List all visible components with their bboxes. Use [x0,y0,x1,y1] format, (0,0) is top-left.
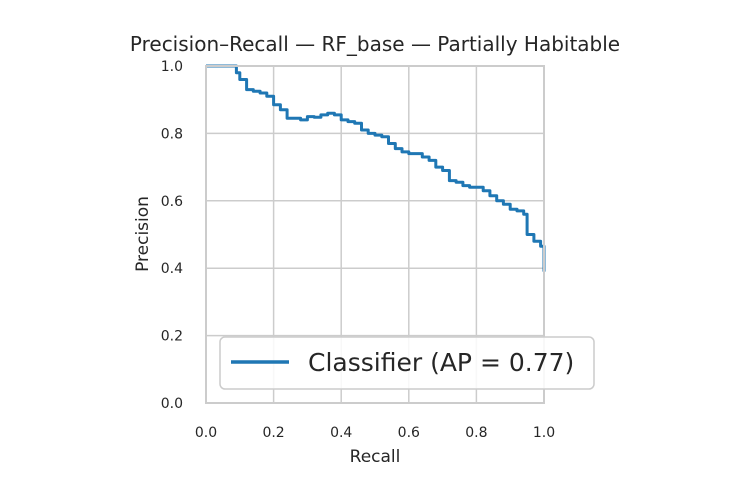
tick-labels: 0.0 0.2 0.4 0.6 0.8 1.0 0.0 0.2 0.4 0.6 0.8 1.0 [161,59,555,441]
legend-label: Classifier (AP = 0.77) [308,348,574,377]
x-tick-label: 0.2 [262,425,284,441]
x-tick-label: 0.0 [195,425,217,441]
y-tick-label: 0.8 [161,126,183,142]
x-tick-label: 0.8 [465,425,487,441]
plot-frame [205,65,545,404]
y-tick-label: 0.0 [161,396,183,412]
y-tick-label: 1.0 [161,59,183,75]
chart-title: Precision–Recall — RF_base — Partially H… [130,32,620,56]
y-tick-label: 0.2 [161,329,183,345]
x-tick-label: 0.4 [330,425,352,441]
y-axis-label: Precision [133,196,153,272]
y-tick-label: 0.4 [161,261,183,277]
legend-box [219,336,595,390]
x-axis-label: Recall [350,447,401,467]
x-tick-label: 1.0 [533,425,555,441]
legend: Classifier (AP = 0.77) [219,336,595,390]
x-tick-label: 0.6 [398,425,420,441]
y-tick-label: 0.6 [161,194,183,210]
